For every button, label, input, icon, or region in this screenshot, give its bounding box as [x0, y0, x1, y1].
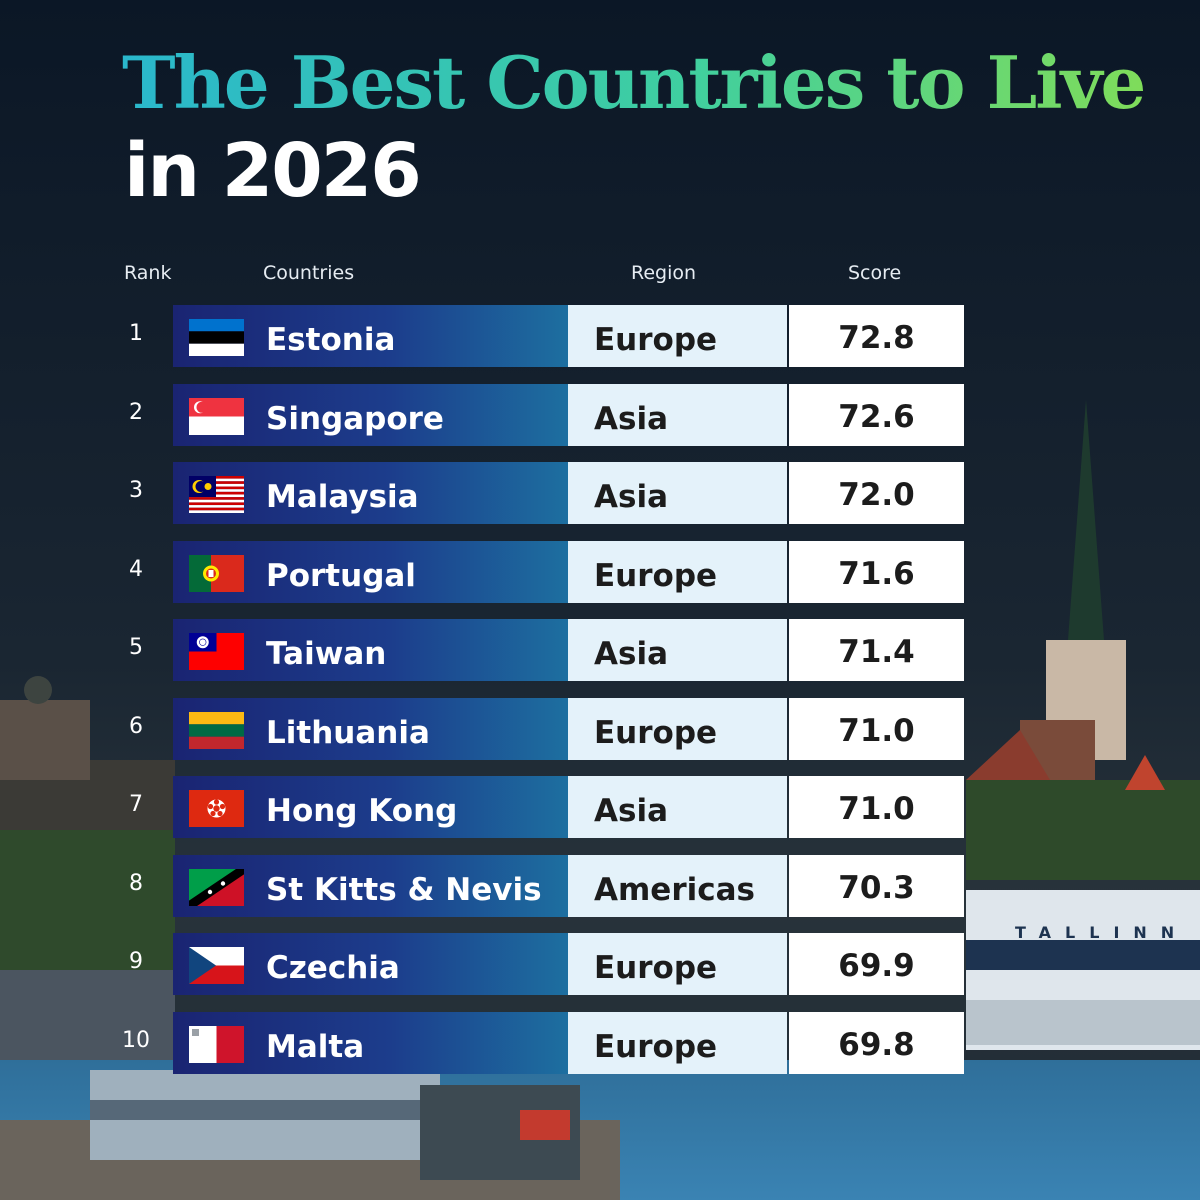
malta-flag-icon [189, 1026, 244, 1063]
country-cell: Estonia [173, 305, 568, 367]
lithuania-flag-icon [189, 712, 244, 749]
region-name: Asia [594, 479, 668, 515]
czechia-flag-icon [189, 947, 244, 984]
country-name: Taiwan [266, 636, 387, 672]
score-value: 71.0 [838, 791, 915, 827]
score-cell: 69.8 [789, 1012, 964, 1074]
country-name: St Kitts & Nevis [266, 872, 542, 908]
st-kitts-nevis-flag-icon [189, 869, 244, 906]
country-cell: Hong Kong [173, 776, 568, 838]
region-name: Asia [594, 636, 668, 672]
region-name: Asia [594, 793, 668, 829]
singapore-flag-icon [189, 398, 244, 435]
title-line-1: The Best Countries to Live [122, 40, 1146, 125]
rank-label: 1 [129, 321, 143, 346]
country-name: Hong Kong [266, 793, 458, 829]
country-cell: Taiwan [173, 619, 568, 681]
region-cell: Europe [568, 541, 787, 603]
rank-label: 7 [129, 792, 143, 817]
country-cell: Portugal [173, 541, 568, 603]
score-value: 72.0 [838, 477, 915, 513]
country-name: Malaysia [266, 479, 419, 515]
score-value: 70.3 [838, 870, 915, 906]
hong-kong-flag-icon [189, 790, 244, 827]
region-cell: Europe [568, 305, 787, 367]
rank-label: 4 [129, 557, 143, 582]
score-cell: 72.6 [789, 384, 964, 446]
estonia-flag-icon [189, 319, 244, 356]
score-value: 69.9 [838, 948, 915, 984]
region-cell: Asia [568, 776, 787, 838]
country-name: Lithuania [266, 715, 430, 751]
rank-label: 3 [129, 478, 143, 503]
score-value: 71.4 [838, 634, 915, 670]
rank-label: 9 [129, 949, 143, 974]
score-cell: 72.0 [789, 462, 964, 524]
tallinn-sign: TALLINN [1015, 923, 1188, 942]
score-cell: 71.6 [789, 541, 964, 603]
region-name: Europe [594, 715, 718, 751]
score-cell: 71.0 [789, 698, 964, 760]
rank-label: 8 [129, 871, 143, 896]
country-cell: Czechia [173, 933, 568, 995]
header-countries: Countries [263, 262, 355, 284]
region-name: Europe [594, 950, 718, 986]
country-cell: Malta [173, 1012, 568, 1074]
region-name: Asia [594, 401, 668, 437]
region-cell: Asia [568, 462, 787, 524]
score-cell: 69.9 [789, 933, 964, 995]
score-value: 72.8 [838, 320, 915, 356]
country-name: Czechia [266, 950, 400, 986]
country-name: Portugal [266, 558, 416, 594]
country-name: Singapore [266, 401, 444, 437]
country-name: Malta [266, 1029, 365, 1065]
country-cell: Singapore [173, 384, 568, 446]
rank-label: 5 [129, 635, 143, 660]
portugal-flag-icon [189, 555, 244, 592]
region-cell: Europe [568, 1012, 787, 1074]
score-cell: 72.8 [789, 305, 964, 367]
region-cell: Asia [568, 384, 787, 446]
taiwan-flag-icon [189, 633, 244, 670]
region-cell: Americas [568, 855, 787, 917]
region-name: Europe [594, 1029, 718, 1065]
region-name: Europe [594, 322, 718, 358]
malaysia-flag-icon [189, 476, 244, 513]
country-cell: St Kitts & Nevis [173, 855, 568, 917]
region-cell: Europe [568, 698, 787, 760]
region-name: Europe [594, 558, 718, 594]
country-cell: Malaysia [173, 462, 568, 524]
score-cell: 71.4 [789, 619, 964, 681]
header-score: Score [848, 262, 902, 284]
score-value: 69.8 [838, 1027, 915, 1063]
rank-label: 10 [122, 1028, 150, 1053]
region-cell: Europe [568, 933, 787, 995]
score-cell: 70.3 [789, 855, 964, 917]
score-value: 71.0 [838, 713, 915, 749]
score-value: 71.6 [838, 556, 915, 592]
title-line-2: in 2026 [124, 128, 422, 214]
region-name: Americas [594, 872, 755, 908]
rank-label: 6 [129, 714, 143, 739]
country-cell: Lithuania [173, 698, 568, 760]
region-cell: Asia [568, 619, 787, 681]
header-rank: Rank [124, 262, 172, 284]
rank-label: 2 [129, 400, 143, 425]
score-value: 72.6 [838, 399, 915, 435]
score-cell: 71.0 [789, 776, 964, 838]
country-name: Estonia [266, 322, 396, 358]
header-region: Region [631, 262, 697, 284]
